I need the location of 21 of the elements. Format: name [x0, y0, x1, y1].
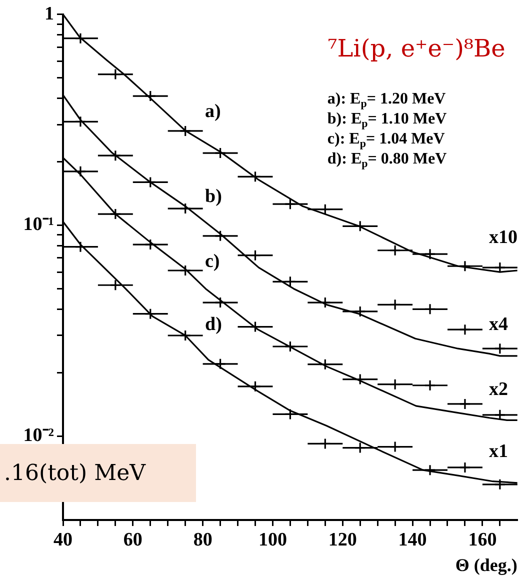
annotation: x4 — [489, 314, 508, 335]
annotation: a) — [205, 100, 221, 122]
x-tick-label: 140 — [398, 529, 427, 550]
annotation: .16(tot) MeV — [4, 460, 146, 486]
y-tick-label: 10⁻² — [23, 425, 54, 446]
text: ⁷Li(p, e⁺e⁻)⁸Be — [328, 34, 506, 63]
y-tick-label: 10⁻¹ — [23, 214, 54, 236]
annotation: d) — [205, 314, 222, 335]
x-axis-title: Θ (deg.) — [455, 554, 518, 575]
annotation: x1 — [489, 440, 508, 462]
x-tick-label: 100 — [258, 529, 287, 550]
annotation: c) — [205, 250, 220, 272]
annotation: x2 — [489, 378, 508, 400]
annotation: b) — [205, 186, 222, 207]
x-tick-label: 80 — [193, 529, 212, 550]
x-tick-label: 60 — [123, 529, 142, 550]
x-tick-label: 40 — [54, 529, 72, 550]
x-tick-label: 160 — [468, 529, 497, 550]
x-tick-label: 120 — [328, 529, 357, 550]
annotation: x10 — [489, 226, 518, 248]
y-tick-label: 1 — [44, 3, 54, 24]
